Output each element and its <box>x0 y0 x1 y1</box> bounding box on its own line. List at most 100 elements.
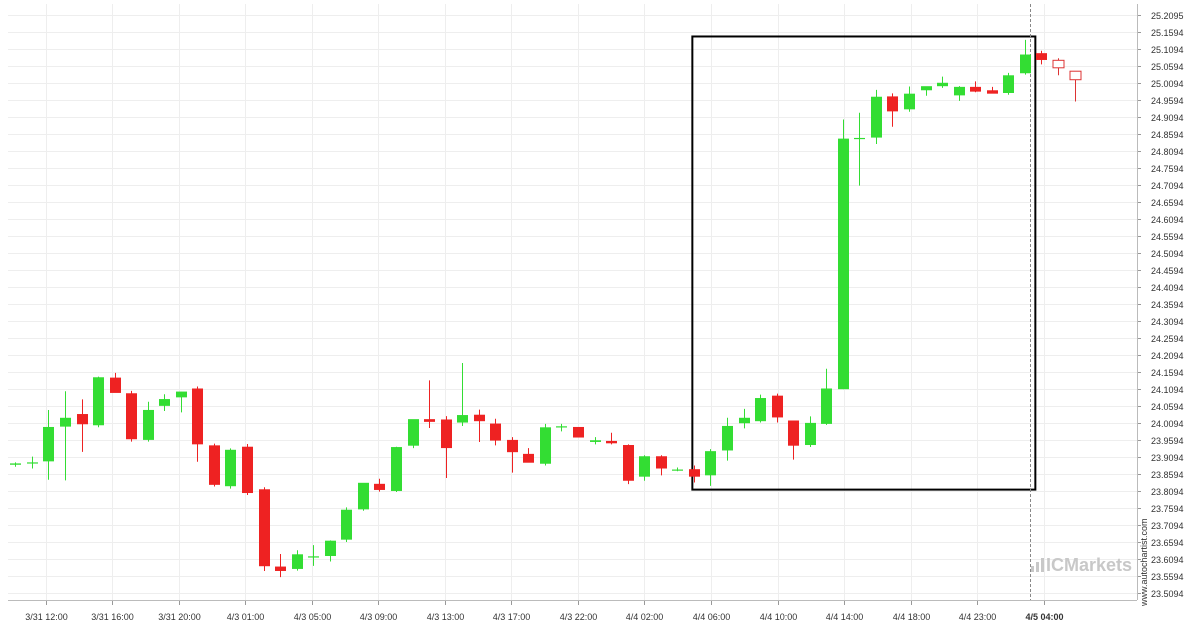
candle-body <box>441 419 452 449</box>
candle-body <box>623 445 634 481</box>
candle-body <box>871 96 882 138</box>
x-tick-label: 4/4 18:00 <box>893 612 931 622</box>
candle <box>739 408 750 429</box>
candle-body <box>1003 75 1014 93</box>
candle-body <box>391 447 402 491</box>
y-tick-label: 24.3594 <box>1151 300 1184 310</box>
forecast-candle <box>1052 58 1065 76</box>
candle-body <box>821 388 832 424</box>
candle <box>77 399 88 452</box>
candle <box>474 409 485 442</box>
candle-body <box>209 445 220 485</box>
candle <box>623 444 634 485</box>
candle-body <box>590 440 601 442</box>
x-tick-label: 4/5 04:00 <box>1025 612 1063 622</box>
y-tick-label: 24.4094 <box>1151 283 1184 293</box>
x-tick-label: 4/4 23:00 <box>959 612 997 622</box>
candle <box>523 448 534 463</box>
y-tick-label: 24.5594 <box>1151 232 1184 242</box>
y-tick-label: 24.6094 <box>1151 215 1184 225</box>
candle <box>573 426 584 438</box>
x-tick-label: 3/31 20:00 <box>158 612 201 622</box>
x-tick-label: 4/3 22:00 <box>560 612 598 622</box>
y-tick-label: 24.3094 <box>1151 317 1184 327</box>
candle <box>887 93 898 127</box>
candle-body <box>656 456 667 469</box>
x-tick-label: 4/3 17:00 <box>493 612 531 622</box>
y-tick-label: 23.5594 <box>1151 572 1184 582</box>
candle-body <box>921 86 932 91</box>
y-tick-label: 24.7094 <box>1151 181 1184 191</box>
candle <box>308 545 319 566</box>
x-tick-label: 4/4 02:00 <box>626 612 664 622</box>
watermark-site-text: www.autochartist.com <box>1139 518 1149 607</box>
y-tick-label: 23.5094 <box>1151 589 1184 599</box>
pattern-box <box>691 35 1037 491</box>
y-tick-label: 24.8094 <box>1151 147 1184 157</box>
candle-body <box>904 93 915 110</box>
y-tick-label: 25.2095 <box>1151 11 1184 21</box>
candle <box>192 386 203 462</box>
candle-body <box>523 453 534 463</box>
y-tick-label: 23.7094 <box>1151 521 1184 531</box>
candle-body <box>159 399 170 406</box>
candle <box>1020 39 1031 75</box>
watermark-brand-text: ICMarkets <box>1046 555 1132 575</box>
candle-body <box>705 451 716 476</box>
x-tick-label: 4/4 14:00 <box>826 612 864 622</box>
candle-body <box>954 86 965 96</box>
candle <box>60 391 71 481</box>
brand-logo-icon <box>1031 558 1044 572</box>
candle-body <box>805 422 816 446</box>
candle <box>242 443 253 496</box>
candle <box>954 86 965 101</box>
brand-logo-bar <box>1031 566 1034 572</box>
candle-body <box>308 556 319 558</box>
candle <box>374 478 385 492</box>
candle-body <box>838 138 849 390</box>
candle <box>987 86 998 94</box>
candle <box>772 393 783 423</box>
candle-body <box>93 377 104 426</box>
x-tick-label: 4/3 05:00 <box>294 612 332 622</box>
x-tick-label: 4/4 06:00 <box>693 612 731 622</box>
y-axis: 25.2095 25.1594 25.1094 25.0594 25.0094 24.95… <box>1137 4 1184 600</box>
forecast-candle <box>1069 70 1082 102</box>
candle <box>259 487 270 571</box>
x-axis: 3/31 12:00 3/31 16:00 3/31 20:00 4/3 01:00 4… <box>8 600 1137 622</box>
candle-body <box>556 426 567 428</box>
candle <box>275 553 286 578</box>
y-tick-label: 25.0094 <box>1151 79 1184 89</box>
candle-body <box>358 482 369 510</box>
candle-body <box>374 483 385 490</box>
candle <box>639 455 650 481</box>
candle <box>10 462 21 467</box>
candle <box>424 380 435 428</box>
candle <box>705 449 716 486</box>
candle-body <box>457 415 468 423</box>
x-tick-label: 4/3 13:00 <box>427 612 465 622</box>
candle <box>871 89 882 145</box>
y-tick-label: 24.8594 <box>1151 130 1184 140</box>
brand-logo-bar <box>1041 558 1044 572</box>
candle <box>391 446 402 492</box>
candle <box>540 423 551 466</box>
highlight-box-layer <box>691 35 1037 491</box>
candle-body <box>722 425 733 451</box>
candle <box>838 119 849 390</box>
candle-body <box>672 469 683 471</box>
y-tick-label: 23.9094 <box>1151 453 1184 463</box>
candle-body <box>1069 70 1082 81</box>
y-tick-label: 24.2094 <box>1151 351 1184 361</box>
candle-body <box>341 509 352 540</box>
candle-body <box>474 414 485 422</box>
candle-body <box>192 388 203 445</box>
candle <box>408 419 419 449</box>
candle <box>606 432 617 445</box>
candle-body <box>639 456 650 477</box>
y-tick-label: 24.4594 <box>1151 266 1184 276</box>
candle-body <box>225 449 236 487</box>
candle <box>970 81 981 93</box>
candle <box>1003 72 1014 95</box>
